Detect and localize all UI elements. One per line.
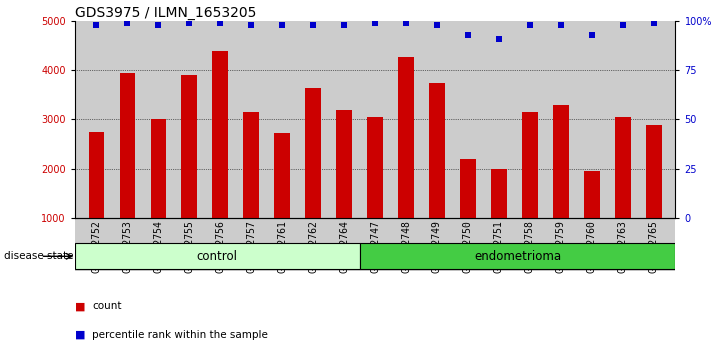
Bar	[213, 51, 228, 218]
Bar	[491, 169, 507, 218]
Bar	[429, 82, 445, 218]
Point	[586, 32, 597, 38]
Point	[183, 21, 195, 26]
Text: control: control	[197, 250, 237, 263]
Point	[215, 21, 226, 26]
Bar	[75, 243, 360, 269]
Point	[493, 36, 505, 42]
Bar	[368, 117, 383, 218]
Bar	[89, 132, 104, 218]
Bar	[336, 110, 352, 218]
Text: disease state: disease state	[4, 251, 73, 261]
Point	[370, 21, 381, 26]
Bar	[360, 243, 675, 269]
Point	[617, 22, 629, 28]
Bar	[460, 159, 476, 218]
Point	[245, 22, 257, 28]
Point	[153, 22, 164, 28]
Point	[122, 21, 133, 26]
Bar	[243, 112, 259, 218]
Point	[307, 22, 319, 28]
Bar	[119, 73, 135, 218]
Point	[555, 22, 567, 28]
Bar	[398, 57, 414, 218]
Bar	[274, 133, 290, 218]
Point	[338, 22, 350, 28]
Point	[524, 22, 535, 28]
Text: count: count	[92, 301, 122, 311]
Bar	[646, 125, 661, 218]
Bar	[181, 75, 197, 218]
Point	[90, 22, 102, 28]
Point	[648, 21, 660, 26]
Point	[277, 22, 288, 28]
Bar	[553, 105, 569, 218]
Text: ■: ■	[75, 330, 85, 339]
Bar	[151, 119, 166, 218]
Text: endometrioma: endometrioma	[474, 250, 561, 263]
Point	[432, 22, 443, 28]
Bar	[305, 87, 321, 218]
Bar	[615, 117, 631, 218]
Text: ■: ■	[75, 301, 85, 311]
Bar	[584, 171, 599, 218]
Point	[462, 32, 474, 38]
Text: GDS3975 / ILMN_1653205: GDS3975 / ILMN_1653205	[75, 6, 256, 20]
Text: percentile rank within the sample: percentile rank within the sample	[92, 330, 268, 339]
Bar	[522, 112, 538, 218]
Point	[400, 21, 412, 26]
